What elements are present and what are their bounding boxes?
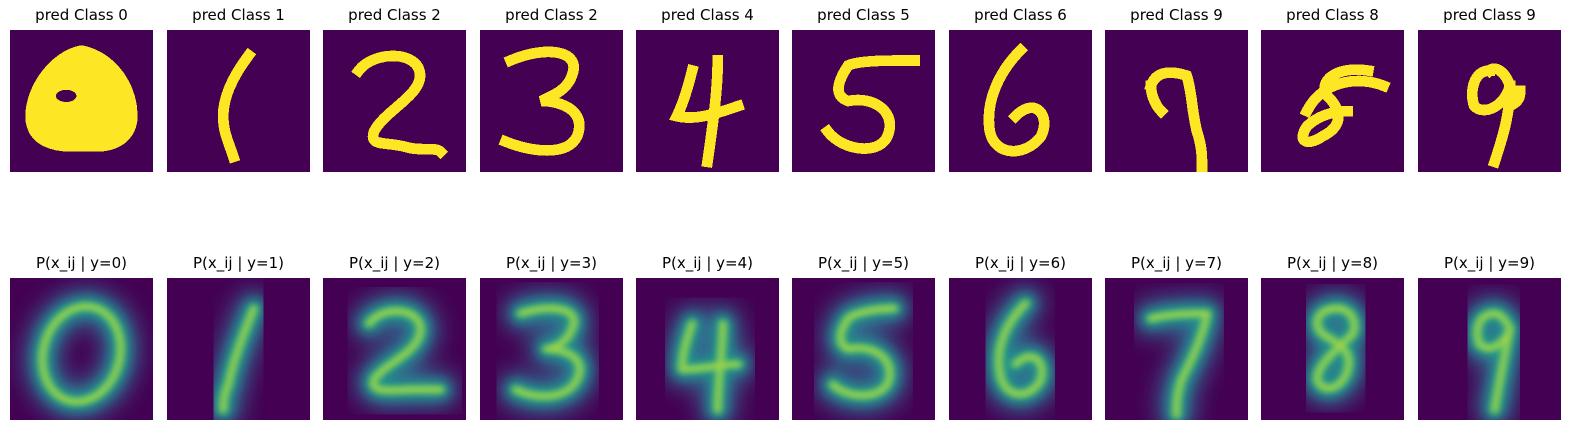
class-probability-heatmap	[1105, 278, 1248, 420]
binary-image-panel	[10, 30, 153, 172]
probability-title: P(x_ij | y=2)	[348, 254, 441, 272]
binary-image-panel	[480, 30, 623, 172]
prediction-title: pred Class 1	[192, 6, 285, 24]
prediction-title: pred Class 0	[35, 6, 128, 24]
probability-title: P(x_ij | y=9)	[1443, 254, 1536, 272]
probability-image-panel	[1418, 278, 1561, 420]
probability-image-panel	[949, 278, 1092, 420]
probability-title: P(x_ij | y=0)	[35, 254, 128, 272]
binary-image-panel	[1105, 30, 1248, 172]
binary-digit-image	[1261, 30, 1404, 172]
class-probability-heatmap	[10, 278, 153, 420]
prediction-title: pred Class 2	[348, 6, 441, 24]
binary-image-panel	[167, 30, 310, 172]
probability-image-panel	[1105, 278, 1248, 420]
probability-title: P(x_ij | y=1)	[192, 254, 285, 272]
digit-1-stroke	[217, 47, 257, 164]
binary-image-panel	[323, 30, 466, 172]
probability-title: P(x_ij | y=4)	[661, 254, 754, 272]
class-probability-heatmap	[480, 278, 623, 420]
binary-digit-image	[792, 30, 935, 172]
binary-image-panel	[792, 30, 935, 172]
probability-title: P(x_ij | y=3)	[505, 254, 598, 272]
binary-digit-image	[167, 30, 310, 172]
prediction-title: pred Class 6	[974, 6, 1067, 24]
probability-image-panel	[10, 278, 153, 420]
probability-image-panel	[792, 278, 935, 420]
probability-title: P(x_ij | y=6)	[974, 254, 1067, 272]
probability-title: P(x_ij | y=8)	[1286, 254, 1379, 272]
prediction-title: pred Class 9	[1443, 6, 1536, 24]
prediction-title: pred Class 9	[1130, 6, 1223, 24]
digit-5-stroke	[820, 55, 920, 154]
prediction-title: pred Class 2	[505, 6, 598, 24]
probability-title: P(x_ij | y=7)	[1130, 254, 1223, 272]
probability-title: P(x_ij | y=5)	[817, 254, 910, 272]
class-probability-heatmap	[1418, 278, 1561, 420]
probability-image-panel	[1261, 278, 1404, 420]
probability-image-panel	[323, 278, 466, 420]
probability-image-panel	[636, 278, 779, 420]
prediction-title: pred Class 5	[817, 6, 910, 24]
probability-image-panel	[167, 278, 310, 420]
digit-7-stroke	[1144, 67, 1208, 172]
digit-6-stroke	[983, 42, 1050, 157]
binary-image-panel	[949, 30, 1092, 172]
binary-digit-image	[1418, 30, 1561, 172]
digit-0-hole	[55, 89, 77, 103]
digit-0-shape	[25, 45, 138, 152]
class-probability-heatmap	[636, 278, 779, 420]
binary-digit-image	[1105, 30, 1248, 172]
class-probability-heatmap	[167, 278, 310, 420]
class-probability-heatmap	[949, 278, 1092, 420]
binary-image-panel	[1418, 30, 1561, 172]
class-probability-heatmap	[323, 278, 466, 420]
binary-digit-image	[949, 30, 1092, 172]
binary-digit-image	[636, 30, 779, 172]
binary-digit-image	[323, 30, 466, 172]
class-probability-heatmap	[792, 278, 935, 420]
digit-3-stroke	[498, 46, 585, 156]
digit-2-stroke	[351, 50, 449, 160]
binary-digit-image	[10, 30, 153, 172]
prediction-title: pred Class 8	[1286, 6, 1379, 24]
prediction-title: pred Class 4	[661, 6, 754, 24]
binary-image-panel	[1261, 30, 1404, 172]
digit-8-stroke	[1297, 64, 1391, 148]
binary-digit-image	[480, 30, 623, 172]
class-probability-heatmap	[1261, 278, 1404, 420]
digit-4-stroke	[669, 55, 745, 168]
probability-image-panel	[480, 278, 623, 420]
binary-image-panel	[636, 30, 779, 172]
digit-9-stroke	[1466, 63, 1526, 169]
